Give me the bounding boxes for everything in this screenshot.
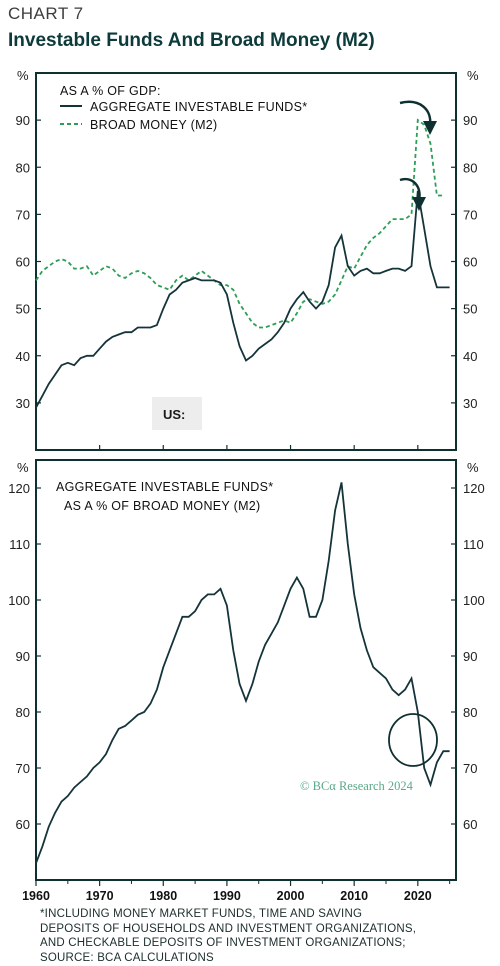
bottom-subtitle-line-1: AGGREGATE INVESTABLE FUNDS*: [56, 480, 273, 494]
annotation-circle: [388, 713, 438, 767]
y-tick-label-right: 40: [463, 349, 477, 364]
top-unit-label-right: %: [467, 68, 479, 83]
y-tick-label-right: 120: [463, 481, 485, 496]
x-axis: 1960 1970 1980 1990 2000 2010 2020: [22, 445, 451, 903]
top-unit-label-left: %: [17, 68, 29, 83]
annotation-arrow-aif: [399, 177, 421, 201]
y-tick-label-right: 80: [463, 705, 477, 720]
y-tick-label-left: 90: [16, 113, 30, 128]
bottom-y-axis: 60 60 70 70 80 80 90 90 100 100 110 110 120 120: [8, 481, 484, 832]
y-tick-label-left: 60: [16, 255, 30, 270]
y-tick-label-left: 50: [16, 302, 30, 317]
x-tick-label: 2000: [277, 889, 305, 903]
region-badge-bg: [152, 397, 202, 430]
bottom-unit-label-right: %: [467, 460, 479, 475]
y-tick-label-right: 70: [463, 207, 477, 222]
y-tick-label-left: 110: [9, 537, 30, 552]
y-tick-label-left: 70: [16, 207, 30, 222]
y-tick-label-left: 80: [16, 160, 30, 175]
bottom-panel-frame: [35, 459, 457, 881]
y-tick-label-right: 90: [463, 113, 477, 128]
y-tick-label-right: 60: [463, 817, 477, 832]
x-tick-label: 1970: [86, 889, 114, 903]
y-tick-label-left: 70: [16, 761, 30, 776]
region-badge: US:: [163, 407, 185, 422]
y-tick-label-right: 70: [463, 761, 477, 776]
x-tick-label: 1960: [22, 889, 50, 903]
y-tick-label-left: 30: [16, 396, 30, 411]
footnote: *INCLUDING MONEY MARKET FUNDS, TIME AND …: [40, 907, 490, 965]
y-tick-label-right: 90: [463, 649, 477, 664]
chart-title: Investable Funds And Broad Money (M2): [8, 30, 375, 51]
footnote-line-2: DEPOSITS OF HOUSEHOLDS AND INVESTMENT OR…: [40, 922, 417, 935]
series-line-investable-funds-gdp: [35, 190, 450, 409]
x-tick-label: 1990: [213, 889, 241, 903]
y-tick-label-left: 80: [16, 705, 30, 720]
bottom-unit-label-left: %: [17, 460, 29, 475]
y-tick-label-left: 40: [16, 349, 30, 364]
footnote-line-3: AND CHECKABLE DEPOSITS OF INVESTMENT ORG…: [40, 937, 406, 949]
x-tick-label: 2020: [404, 889, 432, 903]
y-tick-label-right: 60: [463, 255, 477, 270]
y-tick-label-left: 100: [8, 593, 30, 608]
x-tick-label: 1980: [149, 889, 177, 903]
y-tick-label-left: 120: [8, 481, 30, 496]
legend-solid-label: AGGREGATE INVESTABLE FUNDS*: [90, 100, 307, 114]
legend-dashed-label: BROAD MONEY (M2): [90, 118, 218, 132]
y-tick-label-left: 60: [16, 817, 30, 832]
x-tick-label: 2010: [340, 889, 368, 903]
y-tick-label-right: 50: [463, 302, 477, 317]
footnote-line-1: *INCLUDING MONEY MARKET FUNDS, TIME AND …: [40, 908, 363, 920]
y-tick-label-right: 100: [463, 593, 485, 608]
watermark: © BCα Research 2024: [300, 779, 414, 793]
bottom-subtitle-line-2: AS A % OF BROAD MONEY (M2): [64, 499, 261, 513]
chart-area: 30 30 40 40 50 50 60 60 70 70 80 80 90 90 60 60 70 70 80 8…: [8, 68, 484, 903]
annotation-arrowhead-m2: [423, 121, 437, 135]
y-tick-label-right: 30: [463, 396, 477, 411]
series-line-broad-money: [35, 118, 444, 329]
footnote-line-4: SOURCE: BCA CALCULATIONS: [40, 951, 214, 964]
y-tick-label-left: 90: [16, 649, 30, 664]
annotation-arrowhead-aif: [412, 197, 426, 211]
y-tick-label-right: 80: [463, 160, 477, 175]
top-subtitle: AS A % OF GDP:: [60, 84, 161, 98]
top-y-axis: 30 30 40 40 50 50 60 60 70 70 80 80 90 90: [16, 113, 478, 411]
series-line-investable-funds-m2: [35, 482, 450, 864]
y-tick-label-right: 110: [463, 537, 484, 552]
chart-number-label: CHART 7: [8, 4, 84, 23]
